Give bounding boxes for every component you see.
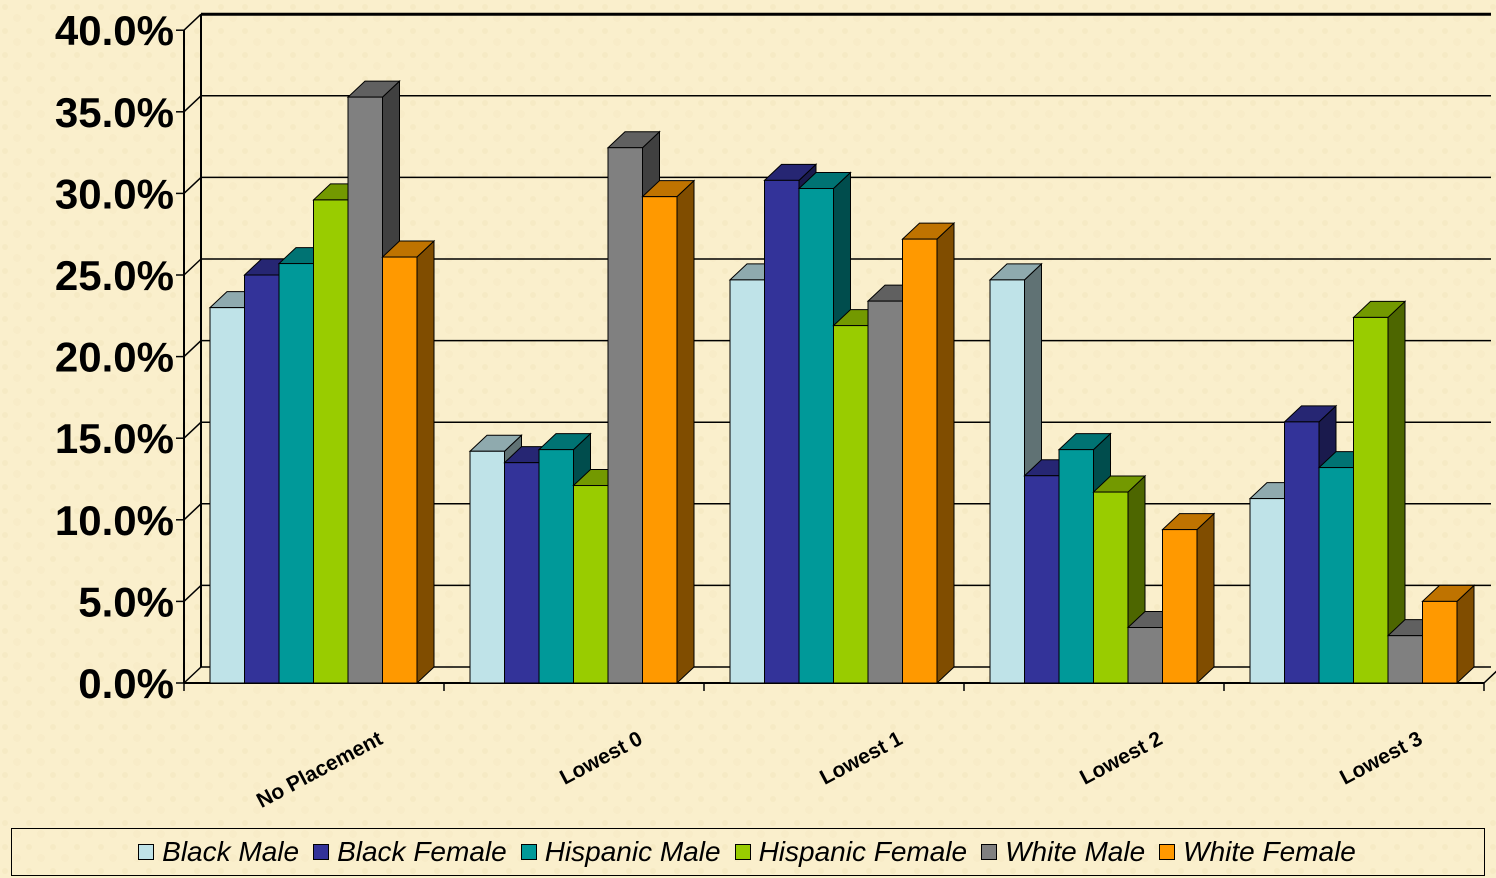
bar [901,221,956,685]
bar [1352,300,1407,685]
gridline-depth [183,584,202,602]
bar-front [573,485,609,684]
bar-front [347,96,383,684]
legend-label: Black Male [162,836,300,867]
legend-swatch [981,844,998,860]
bar-front [1249,498,1285,684]
legend-label: White Male [1005,836,1146,867]
bar-side [1196,512,1215,685]
bar-front [902,238,938,684]
bar-front [278,263,314,684]
bar-side [416,239,435,685]
bar [1161,512,1216,685]
bar [1421,584,1476,685]
bar-front [1058,449,1094,684]
legend-swatch [520,844,537,860]
gridline-depth [183,176,202,194]
bar [381,239,436,685]
gridline-depth [183,258,202,276]
bar-front [1093,491,1129,684]
legend-swatch [138,844,155,860]
gridline-depth [183,421,202,439]
bar-front [1024,475,1060,684]
y-tick-label: 25.0% [55,252,174,299]
gridline-depth [183,13,202,31]
legend-label: White Female [1183,836,1356,867]
bar-front [1387,635,1423,684]
legend-label: Hispanic Male [544,836,721,867]
bar-front [1422,600,1458,684]
bars [208,79,1476,685]
gridline-depth [183,340,202,358]
gridline-depth [183,503,202,521]
legend-item: Black Female [313,836,507,868]
legend-swatch [734,844,751,860]
legend-swatch [313,844,330,860]
legend-swatch [1159,844,1176,860]
bar-side [936,221,955,685]
y-tick-label: 0.0% [78,660,174,707]
bar-front [1318,467,1354,684]
legend-label: Hispanic Female [758,836,968,867]
bar-front [244,274,280,684]
bar-front [469,450,505,684]
gridline-depth [183,95,202,113]
legend-item: Hispanic Male [520,836,721,868]
bar [641,179,696,685]
legend: Black Male Black Female Hispanic Male Hispa… [11,828,1485,876]
bar-front [989,279,1025,684]
bar-front [313,199,349,684]
y-tick-label: 5.0% [78,578,174,625]
y-tick-label: 40.0% [55,7,174,54]
bar [1092,474,1147,685]
bar-front [382,256,418,684]
bar-front [607,147,643,684]
bar-front [833,325,869,684]
legend-item: Hispanic Female [734,836,968,868]
y-tick-label: 20.0% [55,334,174,381]
y-tick-label: 10.0% [55,497,174,544]
legend-item: White Male [981,836,1145,868]
bar-front [504,462,540,684]
bar-front [867,300,903,684]
gridline-depth [183,666,202,684]
bar-front [538,449,574,684]
bar-front [642,196,678,684]
bar-front [1284,421,1320,684]
bar-side [1456,584,1475,685]
bar-front [209,307,245,684]
bar-side [676,179,695,685]
bar-front [1127,627,1163,684]
y-tick-label: 30.0% [55,170,174,217]
bar-front [1162,529,1198,684]
bar-front [764,179,800,684]
y-tick-label: 15.0% [55,415,174,462]
bar-front [1353,316,1389,684]
legend-item: Black Male [138,836,299,868]
floor-edge [1483,670,1496,684]
y-axis-ticks: 0.0% 5.0% 10.0% 15.0% 20.0% 25.0% 30.0% 35.0% 40… [55,7,174,707]
legend-label: Black Female [337,836,507,867]
y-tick-label: 35.0% [55,89,174,136]
bar-front [729,279,765,684]
bar-front [798,188,834,684]
legend-item: White Female [1159,836,1356,868]
